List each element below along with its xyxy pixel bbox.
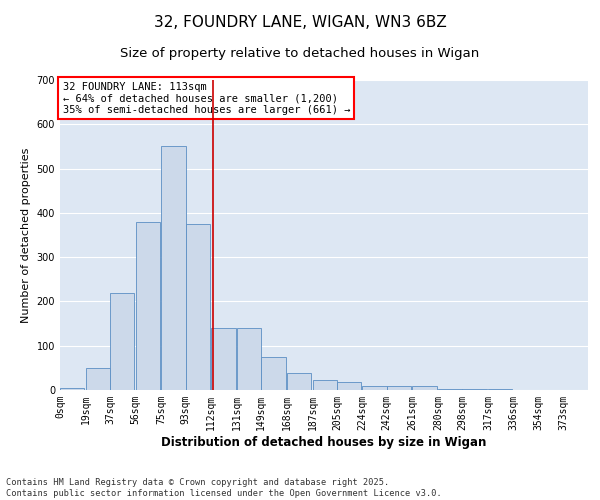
Bar [185, 224, 210, 390]
Bar [387, 386, 411, 390]
Bar [438, 389, 463, 390]
Bar [337, 382, 361, 390]
Bar [488, 389, 512, 390]
Bar [161, 146, 185, 390]
Bar [261, 357, 286, 390]
Bar [211, 328, 236, 390]
Bar [60, 388, 85, 390]
Text: 32 FOUNDRY LANE: 113sqm
← 64% of detached houses are smaller (1,200)
35% of semi: 32 FOUNDRY LANE: 113sqm ← 64% of detache… [62, 82, 350, 115]
X-axis label: Distribution of detached houses by size in Wigan: Distribution of detached houses by size … [161, 436, 487, 448]
Text: 32, FOUNDRY LANE, WIGAN, WN3 6BZ: 32, FOUNDRY LANE, WIGAN, WN3 6BZ [154, 15, 446, 30]
Bar [136, 222, 160, 390]
Bar [287, 373, 311, 390]
Bar [362, 386, 387, 390]
Bar [110, 292, 134, 390]
Text: Contains HM Land Registry data © Crown copyright and database right 2025.
Contai: Contains HM Land Registry data © Crown c… [6, 478, 442, 498]
Bar [412, 386, 437, 390]
Bar [86, 368, 110, 390]
Bar [463, 389, 487, 390]
Bar [237, 328, 261, 390]
Y-axis label: Number of detached properties: Number of detached properties [21, 148, 31, 322]
Bar [313, 380, 337, 390]
Text: Size of property relative to detached houses in Wigan: Size of property relative to detached ho… [121, 48, 479, 60]
